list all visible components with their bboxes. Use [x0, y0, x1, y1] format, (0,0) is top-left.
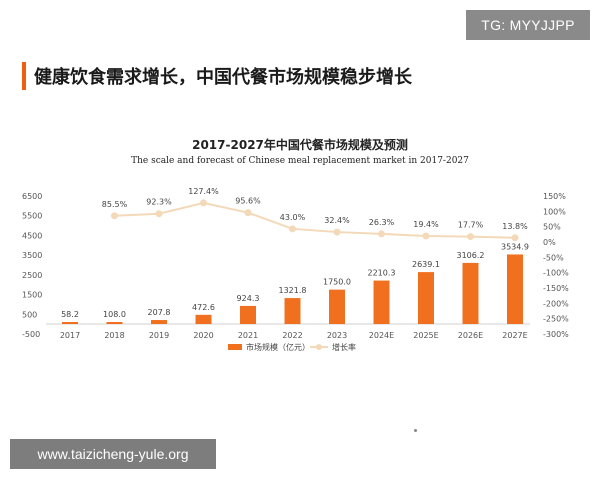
- x-tick-label: 2027E: [502, 331, 527, 340]
- decorative-dot: [414, 429, 417, 432]
- bar: [462, 262, 479, 324]
- x-tick-label: 2026E: [458, 331, 483, 340]
- legend-line-label: 增长率: [332, 342, 356, 352]
- bar: [507, 254, 523, 324]
- growth-rate-point: [378, 230, 385, 238]
- y-right-tick-label: -50%: [543, 253, 564, 262]
- chart-title: 2017-2027年中国代餐市场规模及预测: [192, 138, 408, 152]
- growth-rate-point: [155, 210, 163, 218]
- heading-accent-bar: [22, 62, 26, 90]
- growth-rate-point: [422, 232, 430, 240]
- growth-rate-point: [333, 228, 341, 236]
- y-right-tick-label: 150%: [543, 192, 566, 201]
- y-left-tick-label: 6500: [22, 192, 42, 201]
- growth-rate-label: 43.0%: [280, 213, 306, 222]
- bar-value-label: 3106.2: [457, 251, 485, 260]
- y-left-tick-label: 3500: [22, 251, 42, 260]
- y-left-tick-label: 1500: [22, 291, 42, 300]
- bar-value-label: 472.6: [192, 303, 215, 312]
- y-left-tick-label: 5500: [22, 212, 42, 221]
- bar-value-label: 207.8: [148, 308, 171, 317]
- legend-line-marker: [316, 344, 322, 350]
- x-tick-label: 2017: [60, 331, 80, 340]
- bar: [62, 322, 78, 324]
- growth-rate-label: 85.5%: [102, 200, 128, 209]
- page-heading: 健康饮食需求增长，中国代餐市场规模稳步增长: [34, 67, 412, 88]
- bar: [373, 280, 390, 324]
- y-right-tick-label: -150%: [543, 284, 569, 293]
- growth-rate-label: 19.4%: [413, 220, 439, 229]
- x-tick-label: 2020: [193, 331, 213, 340]
- bar-value-label: 108.0: [103, 310, 126, 319]
- x-tick-label: 2022: [282, 331, 302, 340]
- bar: [418, 272, 434, 324]
- chart-subtitle: The scale and forecast of Chinese meal r…: [131, 156, 469, 166]
- legend-bar-label: 市场规模（亿元）: [246, 342, 310, 352]
- x-tick-label: 2021: [238, 331, 258, 340]
- bar-value-label: 3534.9: [501, 242, 529, 251]
- y-left-tick-label: -500: [22, 330, 40, 339]
- y-right-tick-label: 0%: [543, 238, 556, 247]
- bar: [240, 305, 256, 324]
- bar: [329, 289, 345, 324]
- growth-rate-label: 32.4%: [324, 216, 350, 225]
- watermark-url: www.taizicheng-yule.org: [10, 439, 216, 469]
- x-tick-label: 2023: [327, 331, 347, 340]
- y-left-tick-label: 4500: [22, 231, 42, 240]
- y-right-tick-label: -100%: [543, 269, 569, 278]
- bar-value-label: 924.3: [237, 294, 260, 303]
- bar-value-label: 58.2: [61, 310, 79, 319]
- growth-rate-point: [511, 234, 519, 242]
- y-right-tick-label: -250%: [543, 315, 569, 324]
- growth-rate-point: [200, 199, 207, 207]
- x-tick-label: 2025E: [413, 331, 438, 340]
- growth-rate-line: [114, 201, 516, 239]
- bar: [284, 298, 301, 324]
- growth-rate-label: 13.8%: [502, 222, 528, 231]
- growth-rate-label: 92.3%: [146, 198, 172, 207]
- y-right-tick-label: -200%: [543, 299, 569, 308]
- y-left-tick-label: 500: [22, 310, 37, 319]
- x-tick-label: 2018: [104, 331, 124, 340]
- y-right-tick-label: -300%: [543, 330, 569, 339]
- tg-badge: TG: MYYJJPP: [466, 10, 590, 40]
- growth-rate-point: [289, 225, 296, 233]
- bar: [151, 320, 167, 324]
- legend-bar-swatch: [228, 344, 242, 350]
- bar: [106, 322, 123, 324]
- y-right-tick-label: 100%: [543, 207, 566, 216]
- growth-rate-point: [467, 233, 474, 241]
- bar-value-label: 1750.0: [323, 278, 351, 287]
- x-tick-label: 2019: [149, 331, 169, 340]
- growth-rate-label: 17.7%: [458, 221, 484, 230]
- y-left-tick-label: 2500: [22, 271, 42, 280]
- bar-value-label: 2639.1: [412, 260, 440, 269]
- growth-rate-point: [111, 212, 118, 220]
- bar: [195, 314, 212, 324]
- growth-rate-label: 26.3%: [369, 218, 395, 227]
- growth-rate-label: 95.6%: [235, 197, 261, 206]
- growth-rate-point: [244, 209, 252, 217]
- y-right-tick-label: 50%: [543, 223, 561, 232]
- x-tick-label: 2024E: [369, 331, 394, 340]
- bar-value-label: 2210.3: [368, 269, 396, 278]
- growth-rate-label: 127.4%: [188, 187, 219, 196]
- bar-value-label: 1321.8: [279, 286, 307, 295]
